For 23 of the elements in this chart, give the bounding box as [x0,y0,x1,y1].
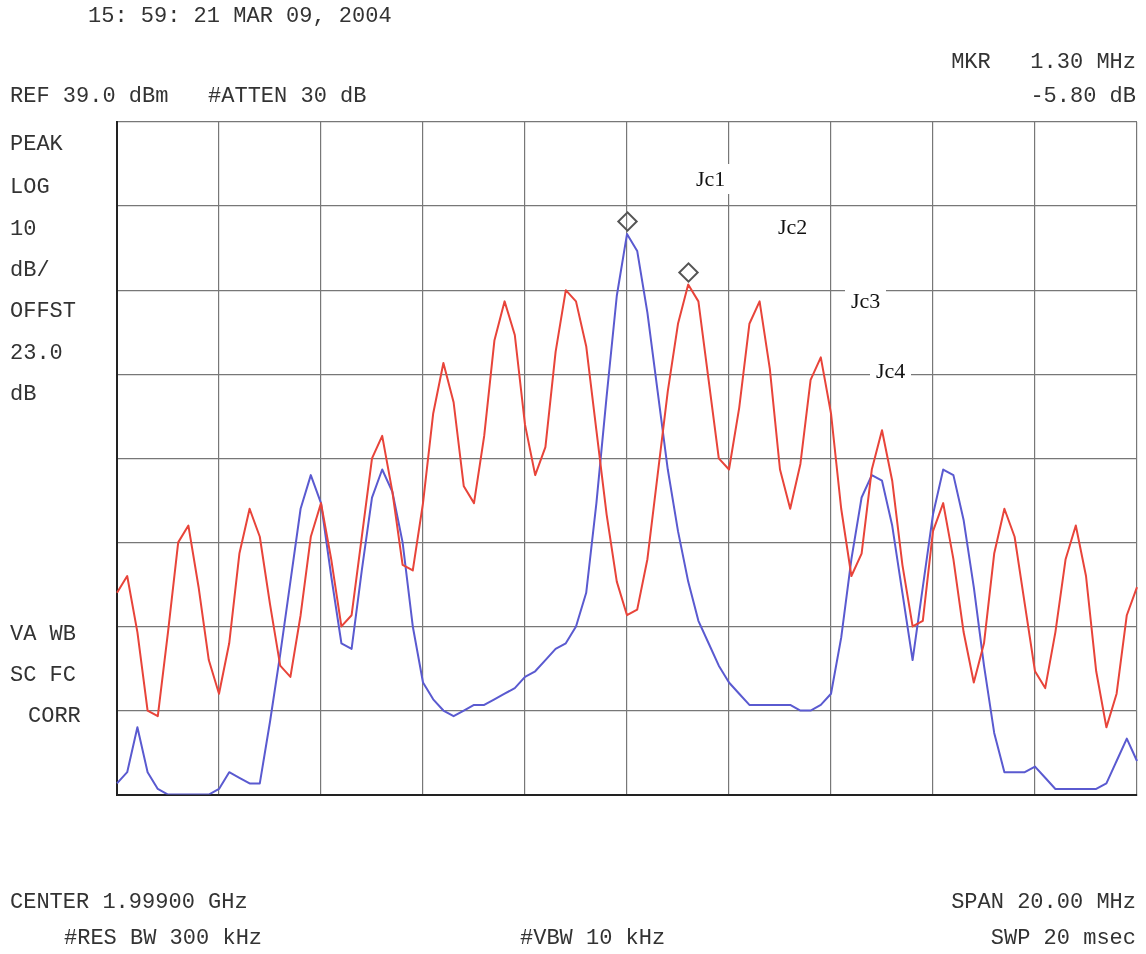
text: VA WB [10,622,77,648]
annotation: Jc4 [870,356,912,386]
text: -5.80 dB [1030,84,1136,110]
text: CORR [28,704,81,730]
text: LOG [10,175,50,201]
text: SWP 20 msec [990,926,1136,952]
text: dB [10,382,37,408]
annotation: Jc3 [845,286,887,316]
text: Jc1 [690,164,732,194]
text: SPAN 20.00 MHz [951,890,1136,916]
text: #VBW 10 kHz [520,926,666,952]
text: REF 39.0 dBm #ATTEN 30 dB [10,84,367,110]
text: OFFST [10,299,77,325]
text: SC FC [10,663,77,689]
text: PEAK [10,132,63,158]
text: 23.0 [10,341,63,367]
text: #RES BW 300 kHz [64,926,263,952]
text: MKR 1.30 MHz [951,50,1136,76]
text: CENTER 1.99900 GHz [10,890,248,916]
text: dB/ [10,258,50,284]
text: 15: 59: 21 MAR 09, 2004 [88,4,392,30]
text: 10 [10,217,37,243]
annotation: Jc2 [772,212,814,242]
